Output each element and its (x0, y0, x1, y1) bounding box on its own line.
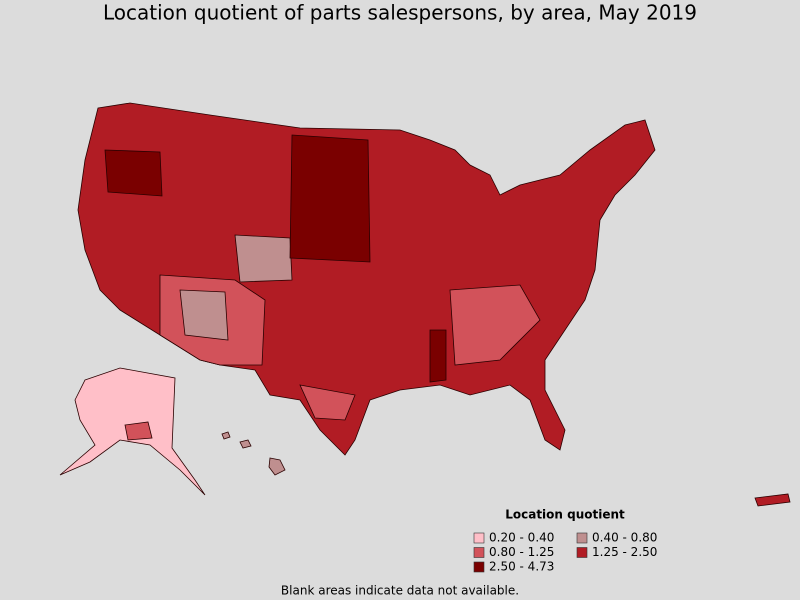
region-northwest-dark (104, 149, 163, 197)
region-southwest-light (179, 289, 229, 341)
map (59, 102, 791, 507)
region-delta-dark (429, 329, 447, 383)
footnote: Blank areas indicate data not available. (281, 584, 519, 598)
legend-title: Location quotient (505, 508, 625, 522)
legend-swatch (473, 547, 485, 558)
region-texas-coast (299, 384, 356, 421)
legend-label: 0.40 - 0.80 (592, 531, 657, 545)
legend-label: 0.20 - 0.40 (489, 531, 554, 545)
legend: 0.20 - 0.40 0.40 - 0.80 0.80 - 1.25 1.25 - … (473, 531, 657, 574)
alaska-area (124, 421, 153, 441)
legend-label: 2.50 - 4.73 (489, 560, 554, 574)
region-plains-dark (289, 134, 371, 263)
legend-swatch (576, 547, 588, 558)
puerto-rico (754, 493, 791, 507)
region-east-mixed (449, 284, 541, 366)
region-mountain (234, 234, 293, 283)
legend-swatch (473, 561, 485, 573)
hawaii (221, 431, 286, 476)
legend-label: 0.80 - 1.25 (489, 545, 554, 559)
legend-label: 1.25 - 2.50 (592, 545, 657, 559)
map-title: Location quotient of parts salespersons,… (103, 1, 697, 25)
legend-swatch (576, 532, 588, 544)
legend-swatch (473, 532, 485, 544)
